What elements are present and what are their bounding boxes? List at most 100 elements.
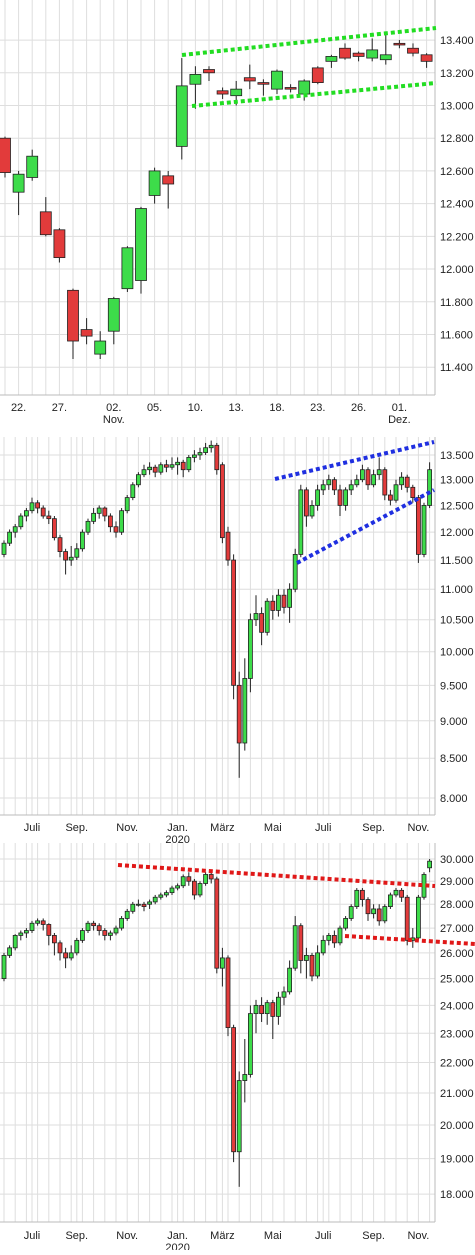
y-tick-label: 22.000	[440, 1057, 474, 1069]
y-tick-label: 10.000	[440, 647, 474, 659]
candle-body	[271, 70, 283, 90]
candle-body	[29, 502, 35, 512]
candle-body	[203, 874, 209, 884]
candle-body	[46, 924, 52, 936]
x-tick-label: 26.	[351, 402, 366, 414]
candle-body	[12, 173, 25, 193]
trendline	[344, 934, 475, 946]
candle-body	[421, 505, 427, 555]
candle-body	[259, 1004, 265, 1015]
y-tick-label: 21.000	[440, 1088, 474, 1100]
candle-body	[427, 860, 433, 869]
candle-body	[264, 1002, 270, 1015]
x-tick-label: Juli	[24, 822, 41, 834]
candle-body	[12, 935, 18, 949]
candle-body	[91, 922, 96, 927]
candle-body	[119, 918, 124, 929]
candle-body	[270, 1002, 276, 1017]
candle-body	[68, 952, 74, 959]
x-tick-label-line: Juli	[315, 1230, 332, 1242]
x-tick-label-line: 02.	[106, 402, 121, 414]
y-tick-label: 12.800	[440, 133, 474, 145]
candle-body	[85, 520, 91, 533]
candle-body	[130, 484, 136, 498]
candle-body	[158, 894, 164, 898]
x-tick-label: Nov.	[407, 1230, 429, 1242]
x-tick-label-line: Sep.	[65, 1230, 88, 1242]
candle-body	[348, 906, 354, 919]
x-tick-label-line: Dez.	[388, 414, 411, 426]
candle-body	[303, 489, 309, 517]
candle-body	[197, 452, 203, 456]
candle-body	[407, 47, 419, 54]
candle-body	[162, 175, 175, 185]
candle-body	[40, 920, 46, 925]
candle-body	[175, 461, 181, 466]
candle-body	[107, 298, 120, 332]
x-tick-label-line: Juli	[24, 822, 41, 834]
candle-body	[376, 469, 382, 476]
candle-body	[96, 507, 102, 514]
candle-body	[387, 894, 393, 907]
x-tick-label-line: Sep.	[362, 822, 385, 834]
candle-body	[67, 289, 79, 342]
candle-body	[225, 531, 231, 561]
candle-body	[23, 930, 29, 934]
x-tick-label-line: Nov.	[103, 414, 125, 426]
candle-body	[298, 925, 304, 961]
candle-body	[354, 479, 360, 486]
candle-body	[191, 454, 197, 458]
candle-body	[18, 932, 24, 936]
candle-body	[80, 930, 85, 941]
candle-body	[343, 918, 349, 929]
y-tick-label: 23.000	[440, 1028, 474, 1040]
candle-body	[12, 526, 18, 533]
candle-body	[311, 67, 324, 83]
plot-area	[0, 0, 435, 395]
y-tick-label: 20.000	[440, 1120, 474, 1132]
candle-body	[113, 927, 119, 934]
x-tick-label-line: 26.	[351, 402, 366, 414]
x-tick-label-line: März	[210, 822, 234, 834]
candle-body	[337, 927, 343, 944]
y-tick-label: 29.000	[440, 876, 474, 888]
candle-body	[40, 507, 46, 517]
candle-body	[359, 469, 365, 481]
candle-body	[243, 77, 256, 82]
candle-body	[113, 526, 119, 533]
candle-body	[320, 939, 326, 954]
x-tick-label: Juli	[24, 1230, 41, 1242]
candle-body	[7, 947, 12, 956]
candle-body	[359, 889, 365, 900]
candle-body	[186, 876, 192, 882]
y-tick-label: 12.500	[440, 500, 474, 512]
x-tick-label: Jan. 2020	[165, 822, 189, 846]
candle-body	[175, 85, 188, 147]
y-tick-label: 13.200	[440, 68, 474, 80]
candle-body	[96, 925, 102, 931]
candle-body	[74, 939, 80, 954]
candle-body	[46, 515, 52, 520]
x-tick-label-line: 05.	[147, 402, 162, 414]
x-tick-label: Juli	[315, 1230, 332, 1242]
candle-body	[284, 87, 297, 90]
candle-body	[135, 474, 141, 486]
candle-body	[57, 942, 63, 954]
candle-body	[236, 684, 242, 744]
candle-body	[124, 910, 130, 919]
x-tick-label: 05.	[147, 402, 162, 414]
candle-body	[148, 170, 161, 196]
candle-body	[281, 594, 287, 608]
candle-body	[52, 518, 57, 539]
candle-body	[337, 489, 343, 506]
x-tick-label-line: Juli	[24, 1230, 41, 1242]
x-tick-label-line: 27.	[52, 402, 67, 414]
candle-body	[298, 489, 304, 555]
trendline	[181, 26, 437, 57]
candle-body	[352, 52, 365, 57]
candle-body	[366, 49, 379, 59]
candle-body	[376, 908, 382, 922]
candle-body	[94, 340, 107, 355]
y-tick-label: 8.000	[440, 793, 468, 805]
